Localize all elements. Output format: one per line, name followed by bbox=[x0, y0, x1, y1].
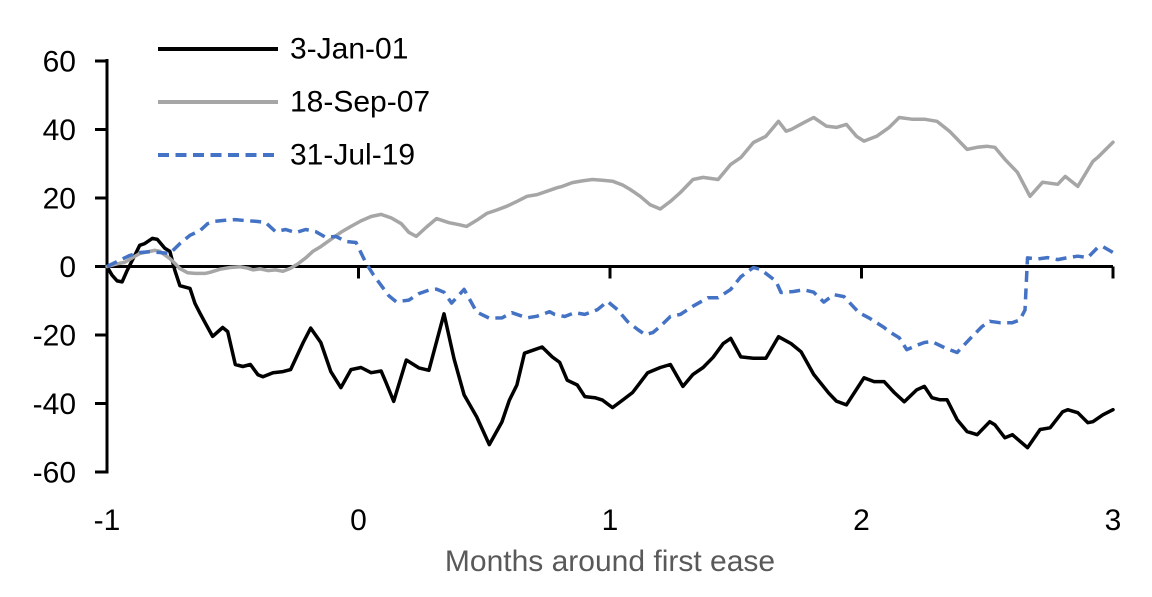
legend-label: 3-Jan-01 bbox=[290, 33, 408, 66]
axes bbox=[95, 59, 1115, 474]
series-lines bbox=[105, 115, 1115, 450]
tick-labels: 60 40 20 0 -20 -40 -60 -1 0 1 2 3 bbox=[33, 46, 1122, 538]
x-axis-title: Months around first ease bbox=[445, 545, 775, 578]
series-line-3-Jan-01 bbox=[105, 236, 1115, 450]
y-tick-label: -40 bbox=[33, 388, 76, 421]
y-tick-label: 40 bbox=[43, 114, 76, 147]
legend: 3-Jan-01 18-Sep-07 31-Jul-19 bbox=[158, 33, 430, 172]
y-tick-label: 60 bbox=[43, 46, 76, 79]
y-tick-label: 0 bbox=[59, 251, 76, 284]
y-tick-label: 20 bbox=[43, 183, 76, 216]
x-tick-label: 2 bbox=[853, 504, 870, 537]
legend-item: 18-Sep-07 bbox=[158, 86, 430, 119]
legend-item: 31-Jul-19 bbox=[158, 139, 415, 172]
legend-item: 3-Jan-01 bbox=[158, 33, 408, 66]
series-line-18-Sep-07 bbox=[105, 115, 1115, 276]
series-line-31-Jul-19 bbox=[106, 217, 1114, 355]
y-tick-label: -60 bbox=[33, 457, 76, 490]
x-tick-label: 3 bbox=[1105, 504, 1122, 537]
legend-label: 18-Sep-07 bbox=[290, 86, 430, 119]
x-tick-label: 0 bbox=[350, 504, 367, 537]
x-tick-label: -1 bbox=[94, 504, 121, 537]
legend-label: 31-Jul-19 bbox=[290, 139, 415, 172]
y-tick-label: -20 bbox=[33, 320, 76, 353]
x-tick-label: 1 bbox=[602, 504, 619, 537]
